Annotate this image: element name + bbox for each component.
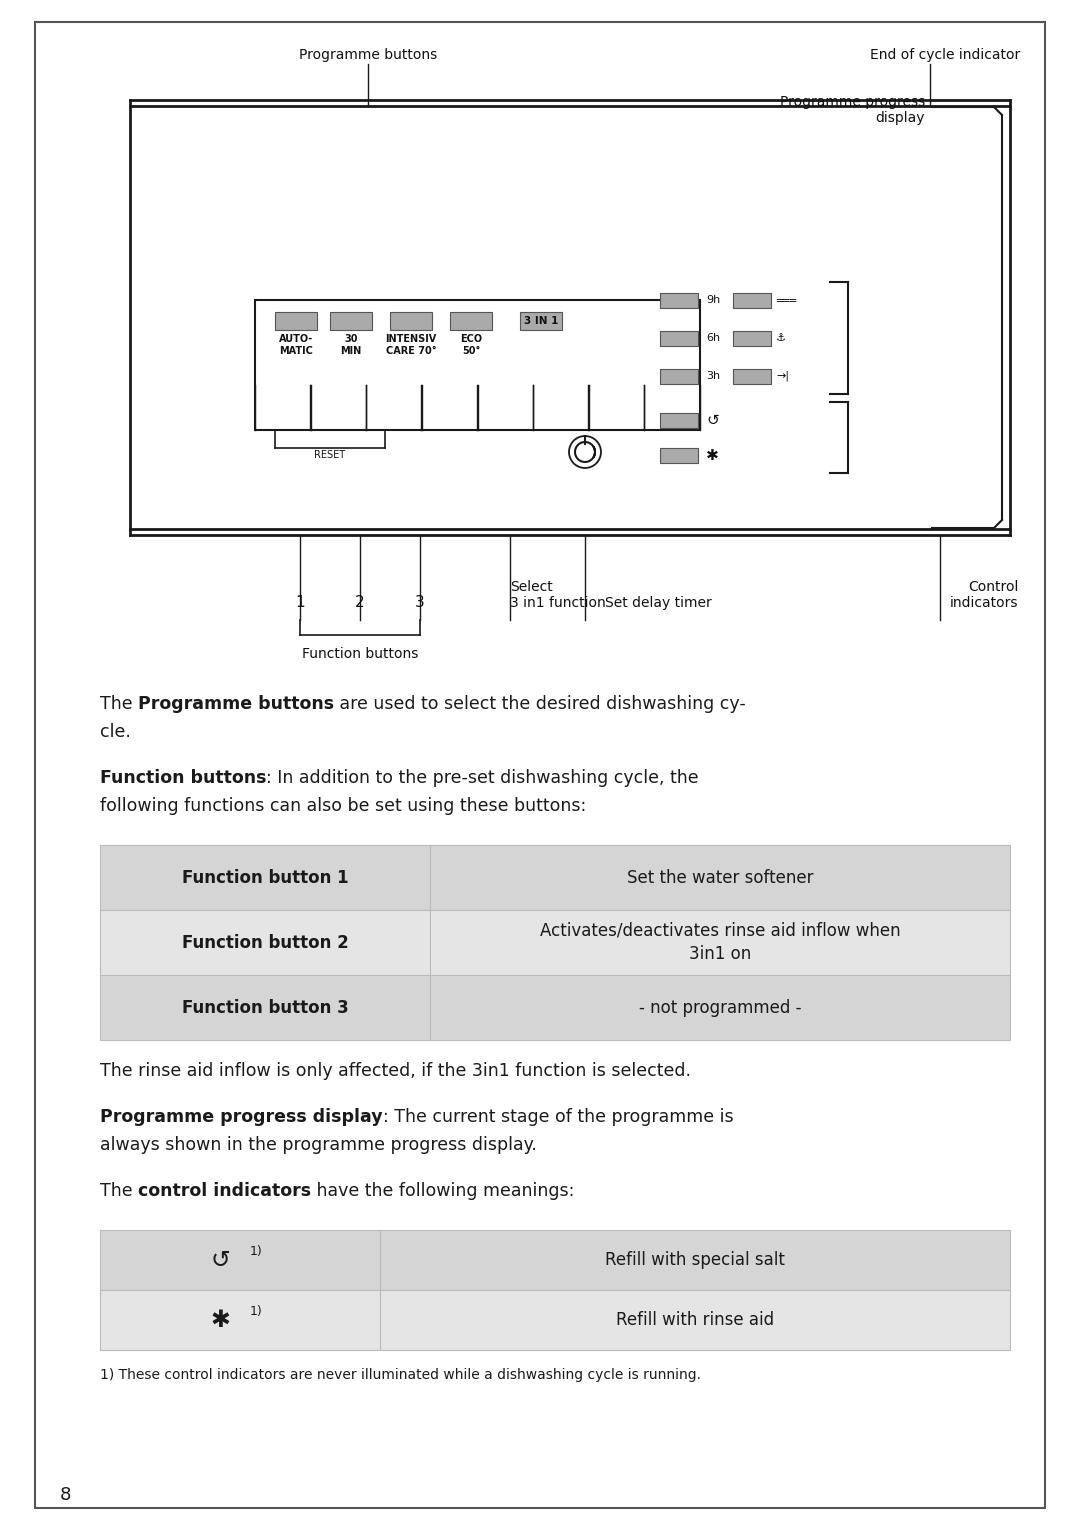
Bar: [100, 1290, 1010, 1349]
Text: Function buttons: Function buttons: [100, 770, 267, 786]
Bar: [519, 312, 562, 330]
Text: have the following meanings:: have the following meanings:: [311, 1183, 575, 1200]
Bar: [733, 369, 771, 384]
Text: INTENSIV
CARE 70°: INTENSIV CARE 70°: [386, 334, 436, 355]
Bar: [733, 294, 771, 308]
Text: 3 IN 1: 3 IN 1: [524, 317, 558, 326]
Text: 9h: 9h: [706, 295, 720, 304]
Text: 1: 1: [295, 595, 305, 610]
Text: ⚓: ⚓: [777, 334, 786, 343]
Text: always shown in the programme progress display.: always shown in the programme progress d…: [100, 1135, 537, 1154]
Text: control indicators: control indicators: [138, 1183, 311, 1200]
Text: 1): 1): [249, 1245, 262, 1259]
Text: →|: →|: [777, 370, 789, 381]
Text: - not programmed -: - not programmed -: [638, 999, 801, 1016]
Text: 1): 1): [249, 1305, 262, 1319]
Bar: [275, 312, 318, 330]
Text: 30
MIN: 30 MIN: [340, 334, 362, 355]
Text: 1) These control indicators are never illuminated while a dishwashing cycle is r: 1) These control indicators are never il…: [100, 1368, 701, 1382]
Text: 3h: 3h: [706, 370, 720, 381]
Text: Function button 3: Function button 3: [181, 999, 349, 1016]
Text: ECO
50°: ECO 50°: [460, 334, 482, 355]
Text: Function buttons: Function buttons: [301, 647, 418, 661]
Text: Programme buttons: Programme buttons: [138, 695, 334, 713]
Text: ✱: ✱: [706, 447, 719, 462]
Text: Programme buttons: Programme buttons: [299, 47, 437, 63]
Bar: [660, 369, 698, 384]
Text: The: The: [100, 1183, 138, 1200]
Text: Activates/deactivates rinse aid inflow when
3in1 on: Activates/deactivates rinse aid inflow w…: [540, 921, 901, 964]
Bar: [390, 312, 432, 330]
Text: are used to select the desired dishwashing cy-: are used to select the desired dishwashi…: [334, 695, 746, 713]
Text: Function button 1: Function button 1: [181, 869, 349, 886]
Bar: [100, 910, 1010, 975]
Bar: [100, 1230, 1010, 1290]
Bar: [660, 413, 698, 428]
Bar: [733, 330, 771, 346]
Text: following functions can also be set using these buttons:: following functions can also be set usin…: [100, 797, 586, 815]
Text: Control
indicators: Control indicators: [950, 580, 1018, 610]
Bar: [330, 312, 372, 330]
Text: 8: 8: [60, 1486, 71, 1504]
Text: Refill with special salt: Refill with special salt: [605, 1252, 785, 1268]
Bar: [660, 448, 698, 464]
Text: RESET: RESET: [314, 450, 346, 461]
Bar: [450, 312, 492, 330]
Bar: [255, 300, 700, 430]
Text: Select
3 in1 function: Select 3 in1 function: [510, 580, 606, 610]
Text: 6h: 6h: [706, 334, 720, 343]
Text: AUTO-
MATIC: AUTO- MATIC: [279, 334, 313, 355]
Text: 2: 2: [355, 595, 365, 610]
Bar: [100, 845, 1010, 910]
Bar: [660, 330, 698, 346]
Text: Set the water softener: Set the water softener: [626, 869, 813, 886]
Text: Set delay timer: Set delay timer: [605, 597, 712, 610]
Text: : The current stage of the programme is: : The current stage of the programme is: [382, 1108, 733, 1126]
Text: ↺: ↺: [211, 1248, 230, 1271]
Text: ↺: ↺: [706, 413, 719, 427]
Text: ✱: ✱: [211, 1308, 230, 1333]
Text: Programme progress display: Programme progress display: [100, 1108, 382, 1126]
Bar: [100, 975, 1010, 1040]
Text: End of cycle indicator: End of cycle indicator: [870, 47, 1021, 63]
Text: 3: 3: [415, 595, 424, 610]
Text: Function button 2: Function button 2: [181, 933, 349, 952]
Text: ═══: ═══: [777, 295, 796, 304]
Bar: [660, 294, 698, 308]
Text: : In addition to the pre-set dishwashing cycle, the: : In addition to the pre-set dishwashing…: [267, 770, 699, 786]
Text: The: The: [100, 695, 138, 713]
Text: Programme progress
display: Programme progress display: [780, 95, 924, 125]
Text: Refill with rinse aid: Refill with rinse aid: [616, 1311, 774, 1330]
Text: cle.: cle.: [100, 724, 131, 741]
Text: The rinse aid inflow is only affected, if the 3in1 function is selected.: The rinse aid inflow is only affected, i…: [100, 1062, 691, 1080]
